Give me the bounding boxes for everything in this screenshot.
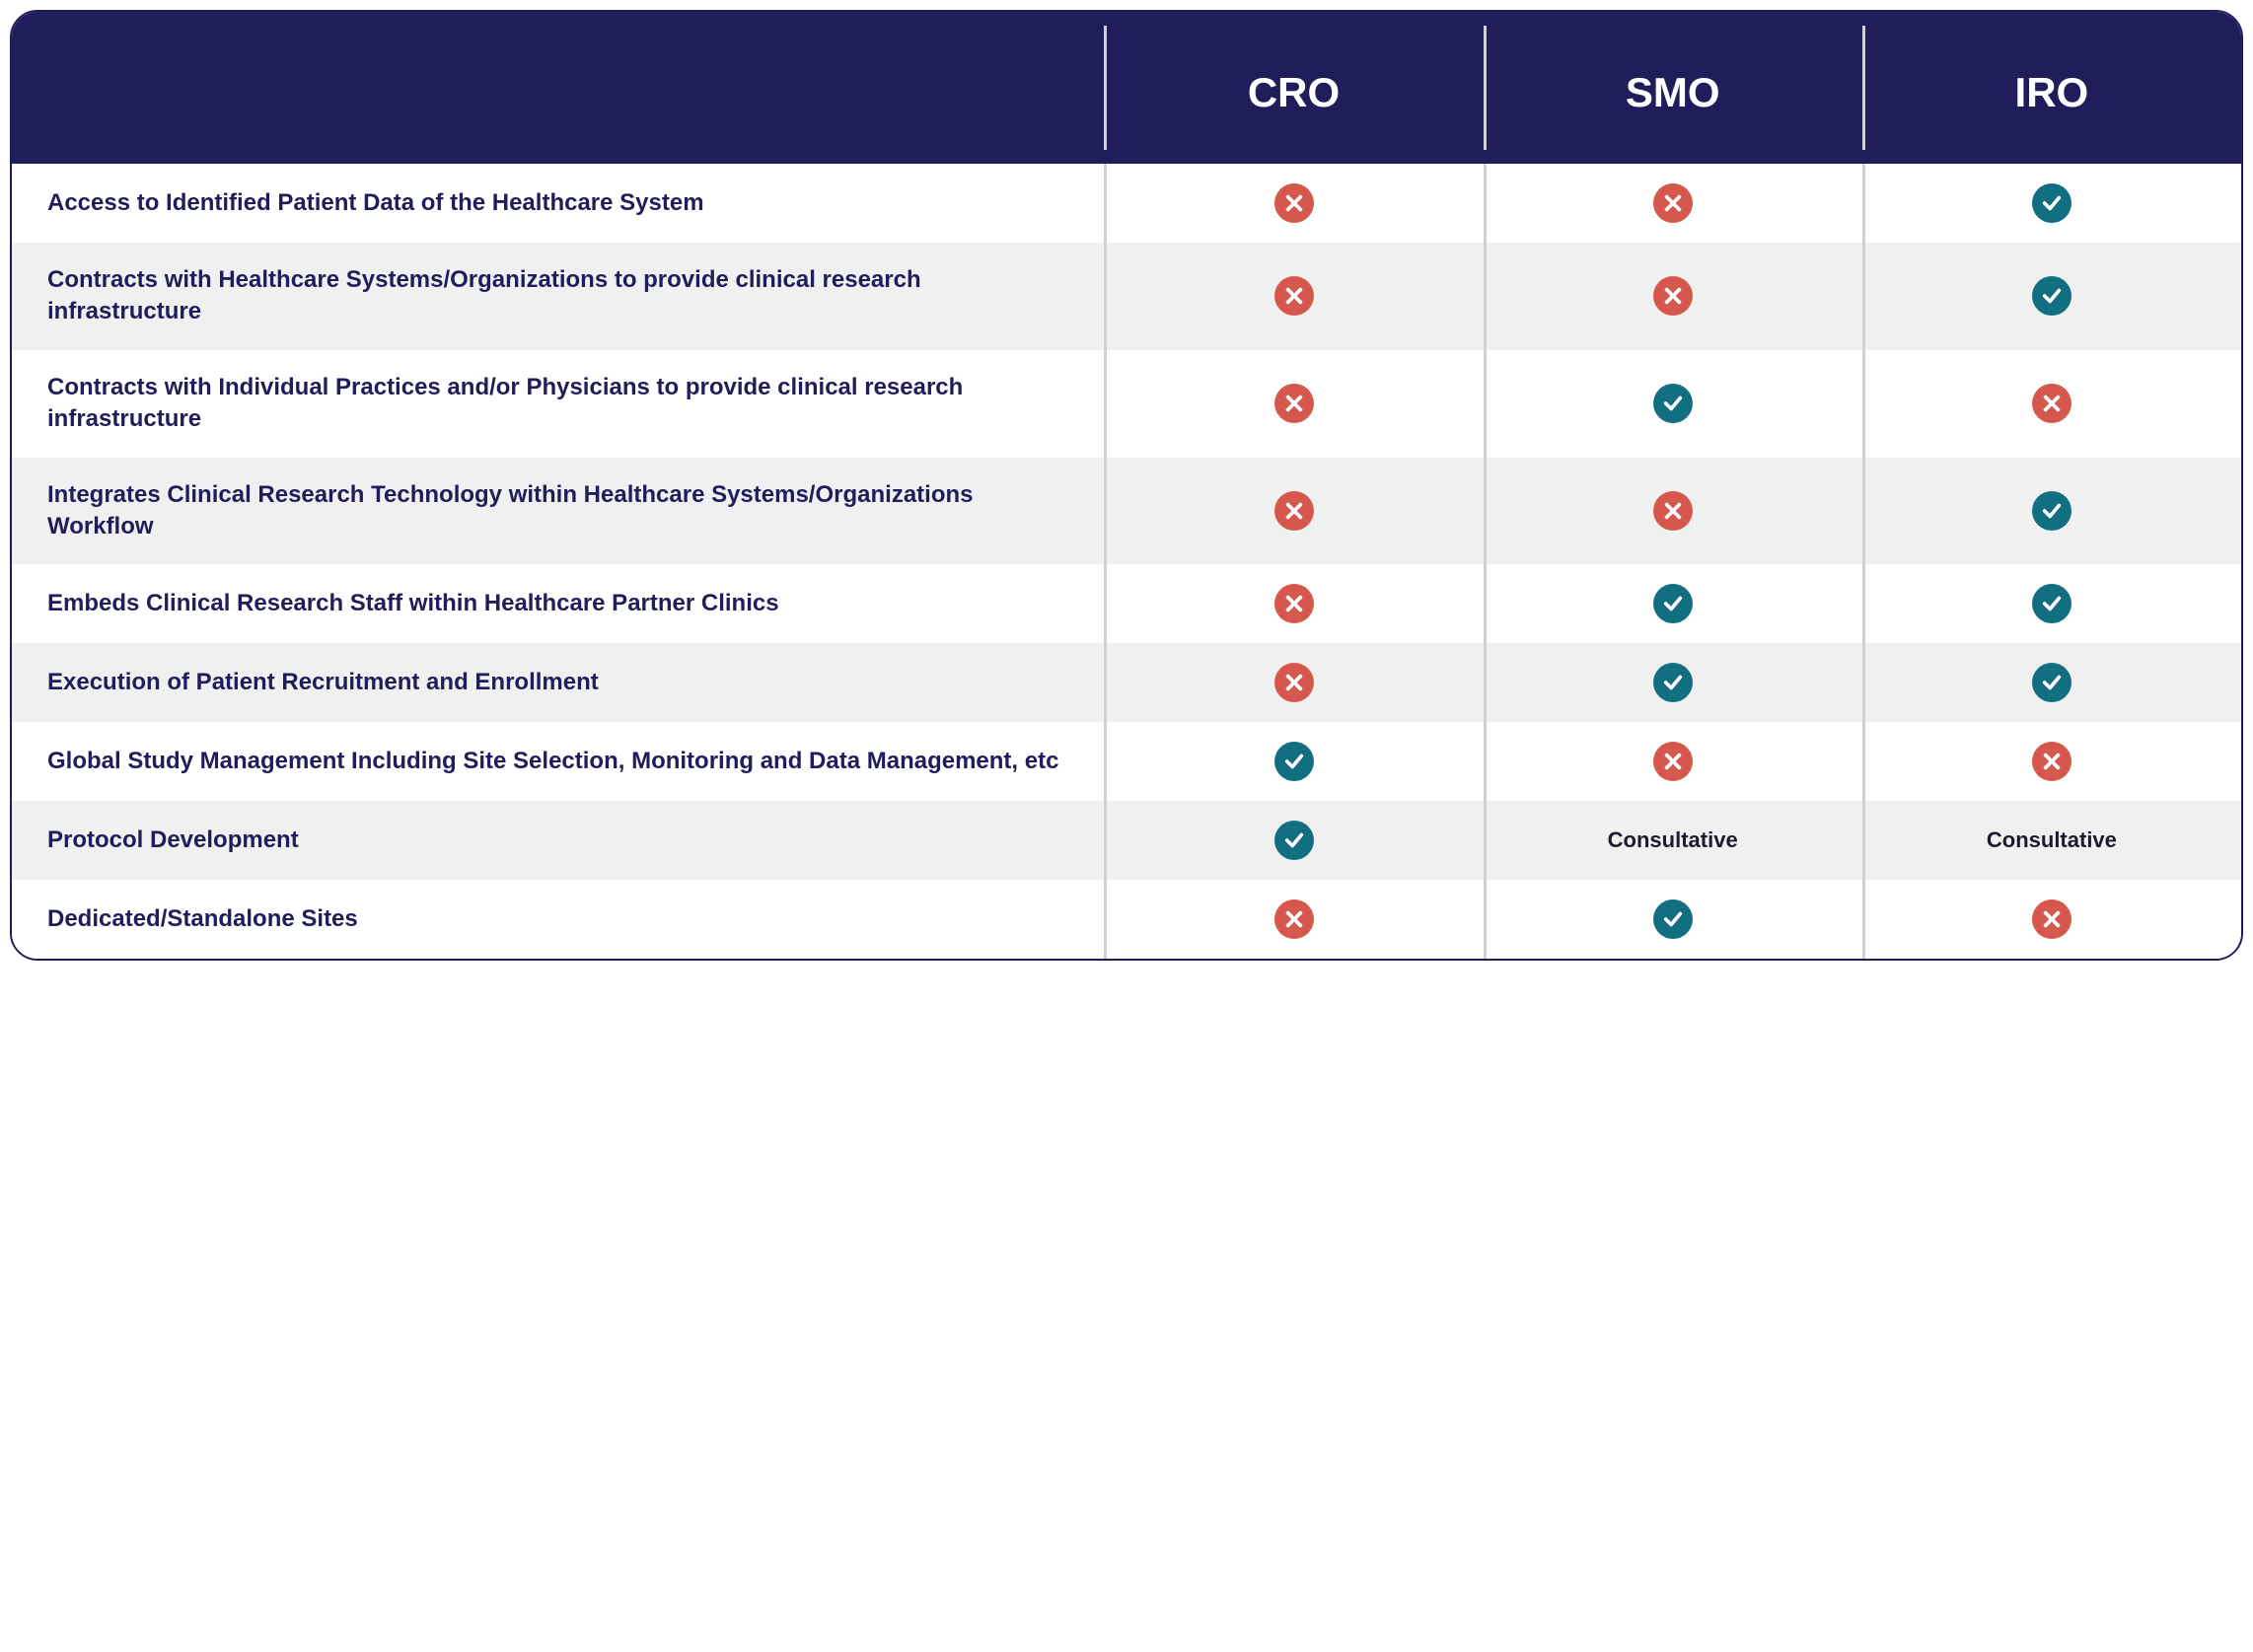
table-row: Embeds Clinical Research Staff within He… (12, 564, 2241, 643)
data-cell (1862, 350, 2241, 458)
header-cro: CRO (1104, 12, 1483, 164)
data-cell (1104, 564, 1483, 643)
data-cell (1104, 643, 1483, 722)
data-cell (1484, 564, 1862, 643)
feature-cell: Access to Identified Patient Data of the… (12, 164, 1104, 243)
data-cell (1862, 564, 2241, 643)
check-icon (2032, 183, 2071, 223)
cross-icon (1653, 276, 1693, 316)
cross-icon (1274, 183, 1314, 223)
cross-icon (2032, 899, 2071, 939)
check-icon (1653, 384, 1693, 423)
comparison-table: CRO SMO IRO Access to Identified Patient… (10, 10, 2243, 961)
data-cell (1104, 722, 1483, 801)
data-cell (1484, 880, 1862, 959)
data-cell (1484, 458, 1862, 565)
cross-icon (1653, 183, 1693, 223)
cross-icon (1653, 742, 1693, 781)
check-icon (1274, 742, 1314, 781)
table-row: Access to Identified Patient Data of the… (12, 164, 2241, 243)
table-row: Contracts with Healthcare Systems/Organi… (12, 243, 2241, 350)
data-cell (1104, 801, 1483, 880)
check-icon (1274, 821, 1314, 860)
table-row: Protocol Development Consultative Consulta… (12, 801, 2241, 880)
data-cell (1484, 643, 1862, 722)
feature-cell: Integrates Clinical Research Technology … (12, 458, 1104, 565)
data-cell (1862, 722, 2241, 801)
table: CRO SMO IRO Access to Identified Patient… (12, 12, 2241, 959)
data-cell (1862, 880, 2241, 959)
data-cell: Consultative (1484, 801, 1862, 880)
data-cell (1484, 164, 1862, 243)
cross-icon (1274, 491, 1314, 531)
cross-icon (1274, 584, 1314, 623)
feature-cell: Contracts with Healthcare Systems/Organi… (12, 243, 1104, 350)
check-icon (2032, 276, 2071, 316)
data-cell (1484, 243, 1862, 350)
cross-icon (1274, 663, 1314, 702)
data-cell: Consultative (1862, 801, 2241, 880)
feature-cell: Execution of Patient Recruitment and Enr… (12, 643, 1104, 722)
cross-icon (1653, 491, 1693, 531)
cross-icon (1274, 384, 1314, 423)
cross-icon (2032, 384, 2071, 423)
check-icon (1653, 899, 1693, 939)
data-cell (1862, 643, 2241, 722)
table-header: CRO SMO IRO (12, 12, 2241, 164)
feature-cell: Dedicated/Standalone Sites (12, 880, 1104, 959)
table-body: Access to Identified Patient Data of the… (12, 164, 2241, 959)
check-icon (1653, 663, 1693, 702)
data-cell (1862, 164, 2241, 243)
table-row: Execution of Patient Recruitment and Enr… (12, 643, 2241, 722)
table-row: Integrates Clinical Research Technology … (12, 458, 2241, 565)
header-iro: IRO (1862, 12, 2241, 164)
feature-cell: Protocol Development (12, 801, 1104, 880)
cross-icon (2032, 742, 2071, 781)
header-smo: SMO (1484, 12, 1862, 164)
cross-icon (1274, 276, 1314, 316)
cell-text: Consultative (1608, 827, 1738, 852)
data-cell (1104, 243, 1483, 350)
data-cell (1104, 350, 1483, 458)
check-icon (2032, 663, 2071, 702)
data-cell (1104, 880, 1483, 959)
data-cell (1862, 243, 2241, 350)
table-row: Contracts with Individual Practices and/… (12, 350, 2241, 458)
check-icon (1653, 584, 1693, 623)
check-icon (2032, 584, 2071, 623)
check-icon (2032, 491, 2071, 531)
cell-text: Consultative (1987, 827, 2117, 852)
table-row: Dedicated/Standalone Sites (12, 880, 2241, 959)
header-feature (12, 12, 1104, 164)
feature-cell: Global Study Management Including Site S… (12, 722, 1104, 801)
data-cell (1104, 458, 1483, 565)
data-cell (1484, 722, 1862, 801)
table-row: Global Study Management Including Site S… (12, 722, 2241, 801)
data-cell (1484, 350, 1862, 458)
data-cell (1862, 458, 2241, 565)
cross-icon (1274, 899, 1314, 939)
feature-cell: Contracts with Individual Practices and/… (12, 350, 1104, 458)
data-cell (1104, 164, 1483, 243)
feature-cell: Embeds Clinical Research Staff within He… (12, 564, 1104, 643)
